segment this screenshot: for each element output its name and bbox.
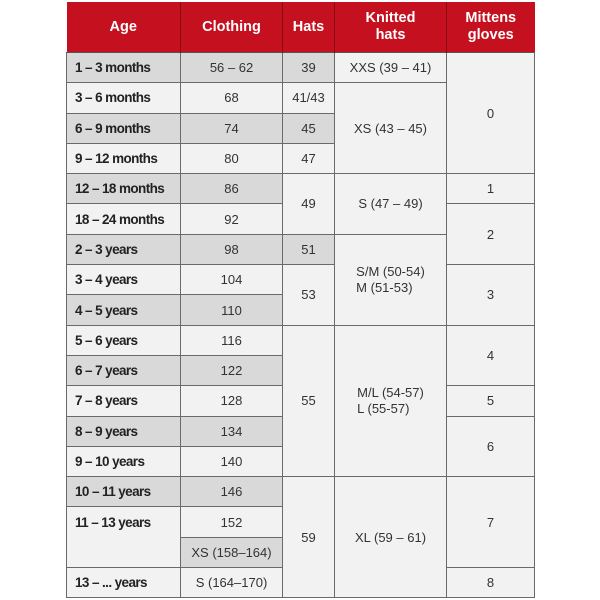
table-row: 3 – 6 months 68 41/43 XS (43 – 45) (66, 82, 535, 175)
clothing-cell: 74 (180, 112, 283, 144)
age-cell: 1 – 3 months (66, 51, 181, 84)
age-cell: 7 – 8 years (66, 385, 181, 417)
clothing-cell: 98 (180, 233, 283, 266)
mittens-cell: 1 (446, 173, 535, 205)
knitted-size: S/M (50-54) (356, 263, 425, 279)
table-row: 12 – 18 months 86 49 S (47 – 49) 1 (66, 173, 535, 235)
knitted-size: M (51-53) (356, 279, 413, 295)
knitted-size: M/L (54-57) (357, 384, 424, 400)
hats-cell: 53 (282, 264, 335, 326)
table-row: 3 – 4 years 104 53 3 (66, 264, 535, 326)
knitted-stack: M/L (54-57) L (55-57) (357, 385, 424, 417)
clothing-cell: S (164–170) (180, 567, 283, 599)
size-chart-table: Age Clothing Hats Knitted hats Mittens glo… (66, 2, 535, 599)
hats-cell: 55 (282, 324, 335, 478)
clothing-cell: 104 (180, 264, 283, 296)
clothing-cell: 146 (180, 476, 283, 508)
mittens-cell: 8 (446, 567, 535, 599)
mittens-cell: 3 (446, 264, 535, 326)
table-row: 1 – 3 months 56 – 62 39 XXS (39 – 41) 0 (66, 51, 535, 175)
age-cell: 8 – 9 years (66, 415, 181, 447)
header-text: Mittens (465, 10, 517, 26)
age-cell: 9 – 10 years (66, 445, 181, 478)
age-cell: 6 – 7 years (66, 354, 181, 387)
header-knitted-hats: Knitted hats (334, 2, 447, 53)
knitted-cell: XS (43 – 45) (334, 82, 447, 175)
header-text: Knitted (365, 10, 416, 26)
clothing-cell: 134 (180, 415, 283, 447)
table-row: 8 – 9 years 134 6 (66, 415, 535, 478)
age-cell: 10 – 11 years (66, 476, 181, 508)
table-row: 5 – 6 years 116 55 M/L (54-57) L (55-57) … (66, 324, 535, 478)
age-cell: 5 – 6 years (66, 324, 181, 356)
clothing-cell: 86 (180, 173, 283, 205)
knitted-cell: XXS (39 – 41) (334, 51, 447, 84)
table-row: 6 – 7 years 122 (66, 354, 535, 387)
mittens-cell: 0 (446, 51, 535, 175)
table-row: XS (158–164) (67, 536, 535, 569)
hats-cell: 59 (282, 476, 335, 599)
clothing-cell: 116 (180, 324, 283, 356)
age-cell: 12 – 18 months (66, 173, 181, 205)
clothing-cell: 92 (180, 203, 283, 235)
mittens-cell: 6 (446, 415, 535, 478)
age-cell: 13 – ... years (66, 567, 181, 599)
age-cell: 9 – 12 months (66, 142, 181, 175)
knitted-cell: M/L (54-57) L (55-57) (334, 324, 447, 478)
header-mittens-gloves: Mittens gloves (446, 2, 535, 53)
mittens-cell: 4 (446, 324, 535, 387)
mittens-cell: 2 (446, 203, 535, 266)
table-row: 11 – 13 years 152 (66, 506, 535, 569)
knitted-cell: S/M (50-54) M (51-53) (334, 233, 447, 326)
clothing-cell: 80 (180, 142, 283, 175)
header-text: gloves (467, 27, 514, 43)
hats-cell: 51 (282, 233, 335, 266)
header-text: hats (375, 27, 406, 43)
mittens-cell: 5 (446, 385, 535, 417)
table-row: 9 – 12 months 80 47 (66, 142, 535, 175)
age-cell: 3 – 4 years (66, 264, 181, 296)
age-cell: 3 – 6 months (66, 82, 181, 114)
hats-cell: 39 (282, 51, 335, 84)
table-row: 13 – ... years S (164–170) 8 (66, 567, 535, 599)
table-row: 4 – 5 years 110 (66, 294, 535, 326)
clothing-cell: 122 (180, 354, 283, 387)
table-row: 10 – 11 years 146 59 XL (59 – 61) 7 (66, 476, 535, 599)
knitted-size: L (55-57) (357, 400, 410, 416)
header-hats: Hats (282, 2, 335, 53)
knitted-cell: XL (59 – 61) (334, 476, 447, 599)
knitted-stack: S/M (50-54) M (51-53) (356, 264, 425, 296)
clothing-cell: 110 (180, 294, 283, 326)
table-row: 18 – 24 months 92 2 (66, 203, 535, 266)
clothing-cell: 68 (180, 82, 283, 114)
age-cell: 2 – 3 years (66, 233, 181, 266)
mittens-cell: 7 (446, 476, 535, 569)
clothing-cell: 128 (180, 385, 283, 417)
age-cell: 6 – 9 months (66, 112, 181, 144)
knitted-cell: S (47 – 49) (334, 173, 447, 235)
clothing-cell: 152 (180, 506, 283, 538)
age-cell: 11 – 13 years (66, 506, 181, 569)
table-row: 9 – 10 years 140 (66, 445, 535, 478)
hats-cell: 47 (282, 142, 335, 175)
clothing-cell: XS (158–164) (180, 536, 283, 569)
header-row: Age Clothing Hats Knitted hats Mittens glo… (66, 2, 535, 53)
hats-cell: 41/43 (282, 82, 335, 114)
age-cell: 4 – 5 years (66, 294, 181, 326)
clothing-cell: 56 – 62 (180, 51, 283, 84)
hats-cell: 49 (282, 173, 335, 235)
age-cell: 18 – 24 months (66, 203, 181, 235)
table-row: 6 – 9 months 74 45 (66, 112, 535, 144)
table-row: 7 – 8 years 128 5 (66, 385, 535, 417)
header-age: Age (66, 2, 181, 53)
hats-cell: 45 (282, 112, 335, 144)
clothing-cell: 140 (180, 445, 283, 478)
header-clothing: Clothing (180, 2, 283, 53)
